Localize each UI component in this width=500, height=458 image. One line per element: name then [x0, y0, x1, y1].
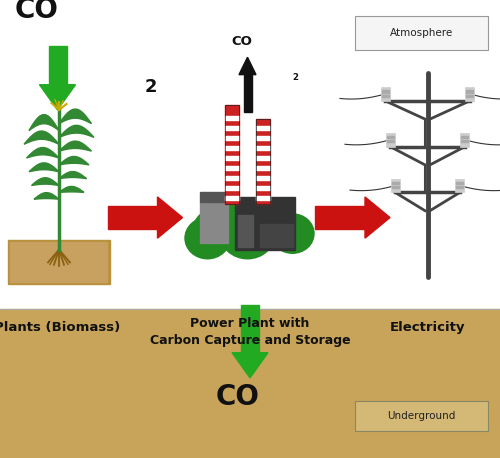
Text: Power Plant with
Carbon Capture and Storage: Power Plant with Carbon Capture and Stor…: [150, 317, 350, 347]
Text: Underground: Underground: [387, 411, 456, 420]
Text: Electricity: Electricity: [390, 321, 465, 334]
Bar: [386, 136, 394, 138]
Bar: [256, 166, 270, 170]
Bar: [200, 192, 228, 202]
Polygon shape: [59, 172, 86, 179]
Bar: [386, 133, 394, 147]
Bar: [226, 176, 239, 180]
Bar: [380, 87, 390, 101]
Polygon shape: [59, 125, 94, 137]
Bar: [466, 95, 473, 97]
Bar: [462, 141, 468, 142]
Polygon shape: [59, 109, 92, 124]
Bar: [462, 136, 468, 138]
Polygon shape: [29, 163, 59, 172]
Bar: [456, 182, 464, 184]
Polygon shape: [232, 353, 268, 378]
Bar: [386, 141, 394, 142]
Bar: [241, 305, 259, 353]
Bar: [256, 186, 270, 190]
Circle shape: [271, 214, 314, 253]
Polygon shape: [59, 157, 89, 165]
Bar: [200, 202, 228, 243]
Bar: [256, 136, 270, 140]
Text: Plants (Biomass): Plants (Biomass): [0, 321, 120, 334]
Bar: [315, 206, 365, 229]
Polygon shape: [40, 85, 76, 110]
FancyBboxPatch shape: [355, 401, 488, 431]
Bar: [260, 224, 292, 247]
Bar: [235, 197, 295, 250]
Bar: [244, 75, 252, 112]
Bar: [238, 215, 252, 247]
Bar: [256, 146, 270, 150]
Bar: [392, 186, 398, 188]
Polygon shape: [29, 114, 59, 131]
Bar: [226, 136, 239, 140]
Bar: [256, 119, 270, 204]
Bar: [256, 156, 270, 160]
Bar: [382, 91, 388, 93]
Bar: [390, 179, 400, 192]
Circle shape: [185, 218, 230, 259]
Polygon shape: [26, 147, 59, 158]
Bar: [256, 126, 270, 130]
Bar: [382, 95, 388, 97]
Bar: [226, 105, 239, 204]
Polygon shape: [32, 178, 59, 185]
Polygon shape: [24, 131, 59, 144]
Bar: [226, 196, 239, 200]
Bar: [466, 87, 474, 101]
Circle shape: [220, 208, 275, 259]
Polygon shape: [158, 197, 182, 238]
FancyBboxPatch shape: [355, 16, 488, 50]
Bar: [256, 196, 270, 200]
Bar: [226, 116, 239, 120]
Bar: [226, 105, 239, 204]
Bar: [226, 126, 239, 130]
Polygon shape: [365, 197, 390, 238]
Text: 2: 2: [145, 77, 158, 96]
Bar: [392, 182, 398, 184]
Text: CO: CO: [15, 0, 59, 24]
Text: Atmosphere: Atmosphere: [390, 28, 453, 38]
Bar: [226, 166, 239, 170]
Polygon shape: [59, 186, 84, 192]
Text: CO: CO: [231, 35, 252, 48]
Bar: [256, 176, 270, 180]
Bar: [460, 133, 469, 147]
Text: CO: CO: [216, 383, 260, 411]
Bar: [456, 179, 464, 192]
Bar: [256, 119, 270, 204]
Wedge shape: [232, 206, 302, 238]
Bar: [108, 206, 158, 229]
Text: 2: 2: [293, 73, 299, 82]
Wedge shape: [190, 204, 265, 238]
Bar: [226, 186, 239, 190]
Bar: [466, 91, 473, 93]
Bar: [226, 156, 239, 160]
Bar: [10, 242, 108, 282]
Bar: [0, 309, 500, 458]
Bar: [48, 46, 66, 85]
Polygon shape: [34, 193, 59, 199]
Polygon shape: [59, 141, 92, 151]
Polygon shape: [239, 57, 256, 75]
Bar: [456, 186, 464, 188]
Bar: [226, 146, 239, 150]
Bar: [8, 240, 110, 284]
